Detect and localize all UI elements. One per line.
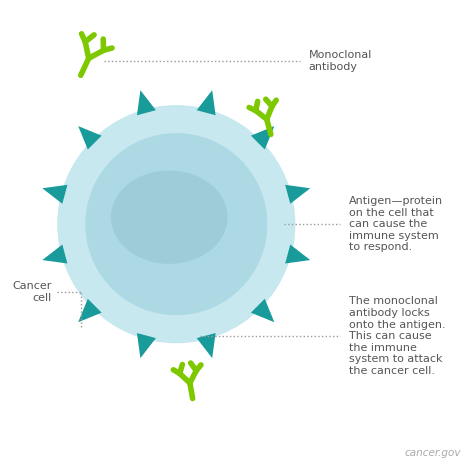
Polygon shape [42, 245, 67, 263]
Text: Antigen—protein
on the cell that
can cause the
immune system
to respond.: Antigen—protein on the cell that can cau… [349, 196, 443, 252]
Polygon shape [78, 126, 101, 149]
Polygon shape [78, 299, 101, 322]
Ellipse shape [111, 170, 228, 264]
Text: Monoclonal
antibody: Monoclonal antibody [309, 50, 372, 71]
Polygon shape [137, 333, 156, 358]
Polygon shape [197, 90, 216, 115]
Circle shape [57, 105, 295, 343]
Text: The monoclonal
antibody locks
onto the antigen.
This can cause
the immune
system: The monoclonal antibody locks onto the a… [349, 297, 446, 376]
Polygon shape [42, 185, 67, 204]
Circle shape [85, 133, 267, 315]
Polygon shape [197, 333, 216, 358]
Polygon shape [285, 245, 310, 263]
Polygon shape [285, 185, 310, 204]
Text: cancer.gov: cancer.gov [405, 448, 461, 458]
Text: Cancer
cell: Cancer cell [12, 281, 52, 303]
Polygon shape [251, 299, 274, 322]
Polygon shape [137, 90, 156, 115]
Polygon shape [251, 126, 274, 149]
